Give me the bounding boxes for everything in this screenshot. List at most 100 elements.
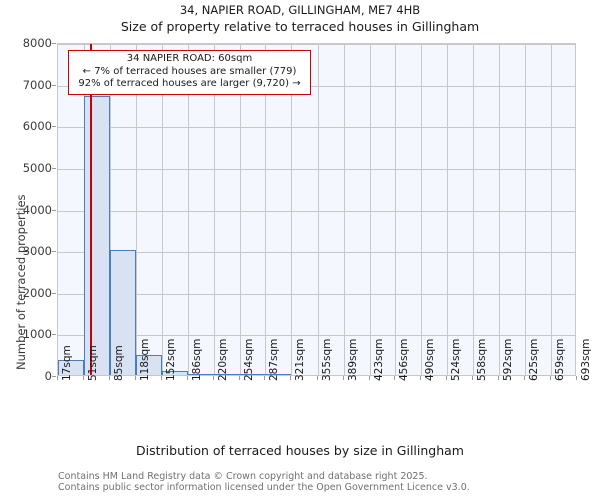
y-axis-tick-label: 1000 bbox=[22, 327, 52, 342]
x-axis-tick-label: 287sqm bbox=[268, 338, 281, 381]
gridline-horizontal bbox=[58, 293, 575, 295]
x-axis-tick-mark bbox=[394, 376, 396, 380]
x-axis-tick-mark bbox=[446, 376, 448, 380]
gridline-horizontal bbox=[58, 44, 575, 45]
gridline-vertical bbox=[265, 44, 267, 375]
y-axis-tick-mark bbox=[52, 251, 56, 253]
x-axis-tick-mark bbox=[83, 376, 85, 380]
x-axis-tick-label: 321sqm bbox=[294, 338, 307, 381]
x-axis-tick-mark bbox=[212, 376, 214, 380]
gridline-horizontal bbox=[58, 252, 575, 254]
gridline-horizontal bbox=[58, 335, 575, 337]
x-axis-tick-mark bbox=[134, 376, 136, 380]
y-axis-tick-mark bbox=[52, 167, 56, 169]
x-axis-tick-mark bbox=[472, 376, 474, 380]
histogram-bar bbox=[161, 370, 188, 375]
histogram-bar bbox=[135, 355, 162, 375]
x-axis-tick-label: 152sqm bbox=[164, 338, 177, 381]
gridline-vertical bbox=[239, 44, 241, 375]
x-axis-tick-mark bbox=[238, 376, 240, 380]
x-axis-tick-label: 355sqm bbox=[320, 338, 333, 381]
attribution-footer: Contains HM Land Registry data © Crown c… bbox=[58, 471, 470, 493]
x-axis-tick-mark bbox=[576, 376, 577, 380]
gridline-vertical bbox=[473, 44, 475, 375]
x-axis-tick-mark bbox=[160, 376, 162, 380]
gridline-vertical bbox=[395, 44, 397, 375]
gridline-horizontal bbox=[58, 127, 575, 129]
annotation-line-3: 92% of terraced houses are larger (9,720… bbox=[78, 78, 301, 89]
x-axis-label: Distribution of terraced houses by size … bbox=[136, 443, 464, 458]
x-axis-tick-label: 659sqm bbox=[553, 338, 566, 381]
x-axis-tick-mark bbox=[342, 376, 344, 380]
chart-subtitle: Size of property relative to terraced ho… bbox=[120, 19, 480, 34]
y-axis-tick-label: 5000 bbox=[22, 160, 52, 175]
x-axis-tick-label: 186sqm bbox=[190, 338, 203, 381]
y-axis-tick-label: 8000 bbox=[22, 36, 52, 50]
x-axis-tick-label: 220sqm bbox=[216, 338, 229, 381]
gridline-vertical bbox=[550, 44, 552, 375]
x-axis-tick-label: 423sqm bbox=[372, 338, 385, 381]
x-axis-tick-mark bbox=[420, 376, 422, 380]
x-axis-tick-mark bbox=[186, 376, 188, 380]
x-axis-tick-label: 524sqm bbox=[450, 338, 463, 381]
gridline-horizontal bbox=[58, 85, 575, 87]
x-axis-tick-mark bbox=[523, 376, 525, 380]
x-axis-tick-label: 558sqm bbox=[476, 338, 489, 381]
chart-title-block: 34, NAPIER ROAD, GILLINGHAM, ME7 4HB Siz… bbox=[0, 3, 600, 35]
gridline-vertical bbox=[447, 44, 449, 375]
y-axis-tick-mark bbox=[52, 209, 56, 211]
gridline-vertical bbox=[135, 44, 137, 375]
x-axis-tick-label: 85sqm bbox=[113, 345, 126, 381]
gridline-vertical bbox=[369, 44, 371, 375]
x-axis-tick-mark bbox=[498, 376, 500, 380]
x-axis-tick-mark bbox=[57, 376, 58, 380]
y-axis-tick-mark bbox=[52, 43, 56, 44]
y-axis-tick-mark bbox=[52, 334, 56, 336]
annotation-line-2: ← 7% of terraced houses are smaller (779… bbox=[82, 65, 297, 77]
y-axis-tick-label: 7000 bbox=[22, 77, 52, 92]
x-axis-tick-label: 51sqm bbox=[87, 345, 100, 381]
histogram-bar bbox=[213, 373, 240, 375]
property-size-marker-line bbox=[90, 44, 92, 375]
x-axis-tick-label: 625sqm bbox=[527, 338, 540, 381]
x-axis-tick-mark bbox=[368, 376, 370, 380]
x-axis-tick-label: 456sqm bbox=[398, 338, 411, 381]
gridline-vertical bbox=[524, 44, 526, 375]
gridline-vertical bbox=[499, 44, 501, 375]
x-axis-tick-label: 389sqm bbox=[346, 338, 359, 381]
x-axis-tick-label: 693sqm bbox=[580, 338, 592, 381]
y-axis-ticks: 0 1000 2000 3000 4000 5000 6000 7000 8000 bbox=[0, 0, 52, 500]
histogram-bar bbox=[265, 373, 292, 375]
property-annotation-box: 34 NAPIER ROAD: 60sqm ← 7% of terraced h… bbox=[68, 50, 311, 95]
gridline-vertical bbox=[187, 44, 189, 375]
y-axis-tick-label: 0 bbox=[44, 369, 52, 383]
gridline-vertical bbox=[161, 44, 163, 375]
y-axis-tick-mark bbox=[52, 126, 56, 128]
gridline-vertical bbox=[317, 44, 319, 375]
y-axis-tick-label: 3000 bbox=[22, 244, 52, 259]
gridline-horizontal bbox=[58, 168, 575, 170]
histogram-bar bbox=[84, 96, 111, 375]
x-axis-tick-mark bbox=[109, 376, 111, 380]
page-title: 34, NAPIER ROAD, GILLINGHAM, ME7 4HB bbox=[179, 3, 421, 17]
y-axis-tick-label: 6000 bbox=[22, 119, 52, 134]
histogram-bar bbox=[239, 373, 266, 375]
x-axis-tick-mark bbox=[264, 376, 266, 380]
gridline-vertical bbox=[291, 44, 293, 375]
histogram-bar bbox=[187, 373, 214, 375]
x-axis-tick-mark bbox=[290, 376, 292, 380]
x-axis-tick-label: 17sqm bbox=[61, 345, 73, 381]
gridline-vertical bbox=[110, 44, 112, 375]
y-axis-tick-label: 4000 bbox=[22, 202, 52, 217]
gridline-vertical bbox=[213, 44, 215, 375]
x-axis-tick-label: 490sqm bbox=[424, 338, 437, 381]
x-axis-tick-label: 254sqm bbox=[242, 338, 255, 381]
gridline-horizontal bbox=[58, 210, 575, 212]
y-axis-tick-mark bbox=[52, 292, 56, 294]
footer-line-1: Contains HM Land Registry data © Crown c… bbox=[58, 471, 428, 482]
y-axis-tick-label: 2000 bbox=[22, 285, 52, 300]
y-axis-tick-mark bbox=[52, 376, 56, 377]
x-axis-tick-mark bbox=[316, 376, 318, 380]
gridline-vertical bbox=[421, 44, 423, 375]
histogram-bar bbox=[58, 359, 85, 375]
